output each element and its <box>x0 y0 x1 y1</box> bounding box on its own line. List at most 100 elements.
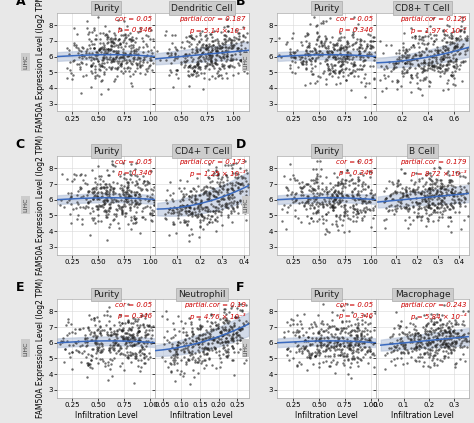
Point <box>433 188 441 195</box>
Point <box>398 204 405 211</box>
Point <box>290 48 297 55</box>
Point <box>424 194 431 201</box>
Point <box>176 202 184 209</box>
Point <box>356 196 363 203</box>
Point <box>439 56 447 63</box>
Point <box>91 51 99 58</box>
Point <box>335 334 343 341</box>
Point <box>427 31 434 38</box>
Point <box>383 42 390 49</box>
Point <box>430 67 438 74</box>
Point <box>355 174 362 181</box>
Point <box>434 201 442 207</box>
Point <box>238 187 246 194</box>
Point <box>95 45 103 52</box>
Point <box>313 218 321 225</box>
Point <box>213 189 221 195</box>
Point <box>425 203 433 210</box>
Point <box>324 190 331 197</box>
Point <box>411 190 419 197</box>
Point <box>131 68 138 75</box>
Point <box>363 52 371 59</box>
Point <box>216 54 223 61</box>
Point <box>216 363 223 370</box>
Point <box>429 63 437 70</box>
Point <box>99 77 106 83</box>
Point <box>425 335 432 341</box>
Point <box>348 355 356 362</box>
Point <box>224 329 231 335</box>
Point <box>334 227 341 233</box>
Point <box>94 218 102 225</box>
Point <box>222 349 230 355</box>
Point <box>345 345 353 352</box>
Point <box>363 42 370 49</box>
Point <box>454 35 462 41</box>
Point <box>123 335 130 341</box>
Point <box>358 180 366 187</box>
Point <box>344 330 352 337</box>
Point <box>96 348 104 355</box>
Point <box>181 51 189 58</box>
Point <box>135 339 143 346</box>
Point <box>401 49 409 56</box>
Point <box>98 56 106 63</box>
Point <box>182 331 190 338</box>
Point <box>199 212 206 219</box>
Point <box>320 188 328 195</box>
Point <box>304 50 311 57</box>
Point <box>129 55 137 61</box>
Point <box>363 41 371 48</box>
Point <box>97 67 104 74</box>
Point <box>209 319 216 326</box>
Point <box>224 349 231 355</box>
Point <box>88 167 96 173</box>
Point <box>339 217 347 224</box>
Point <box>290 54 297 60</box>
Point <box>323 35 330 42</box>
Point <box>102 54 109 60</box>
Point <box>204 55 211 62</box>
Point <box>330 189 338 195</box>
Point <box>348 56 356 63</box>
Point <box>102 186 110 193</box>
Point <box>64 332 71 339</box>
Point <box>343 48 351 55</box>
Point <box>460 27 468 34</box>
Point <box>230 34 237 41</box>
Point <box>439 320 447 327</box>
Point <box>288 35 296 42</box>
Point <box>341 183 348 190</box>
Point <box>424 330 432 337</box>
Point <box>433 55 440 62</box>
Point <box>393 337 401 343</box>
Point <box>446 327 453 334</box>
Point <box>344 44 351 51</box>
Point <box>205 196 213 203</box>
Point <box>298 199 305 206</box>
Point <box>442 348 449 354</box>
Point <box>207 318 215 325</box>
Point <box>344 370 352 377</box>
Point <box>72 44 80 51</box>
Point <box>107 46 115 52</box>
Point <box>124 319 132 325</box>
Point <box>366 63 374 70</box>
Point <box>185 51 192 58</box>
Point <box>449 328 457 335</box>
Point <box>221 324 228 330</box>
Point <box>124 179 131 186</box>
Point <box>192 212 200 218</box>
Point <box>132 355 139 362</box>
Point <box>424 342 431 349</box>
Point <box>146 62 154 69</box>
Point <box>308 321 315 327</box>
Point <box>419 66 427 72</box>
Point <box>326 193 334 200</box>
Point <box>203 346 211 352</box>
Point <box>109 198 117 205</box>
Point <box>436 321 444 328</box>
Point <box>464 308 472 314</box>
Point <box>331 69 338 76</box>
Point <box>302 47 310 53</box>
